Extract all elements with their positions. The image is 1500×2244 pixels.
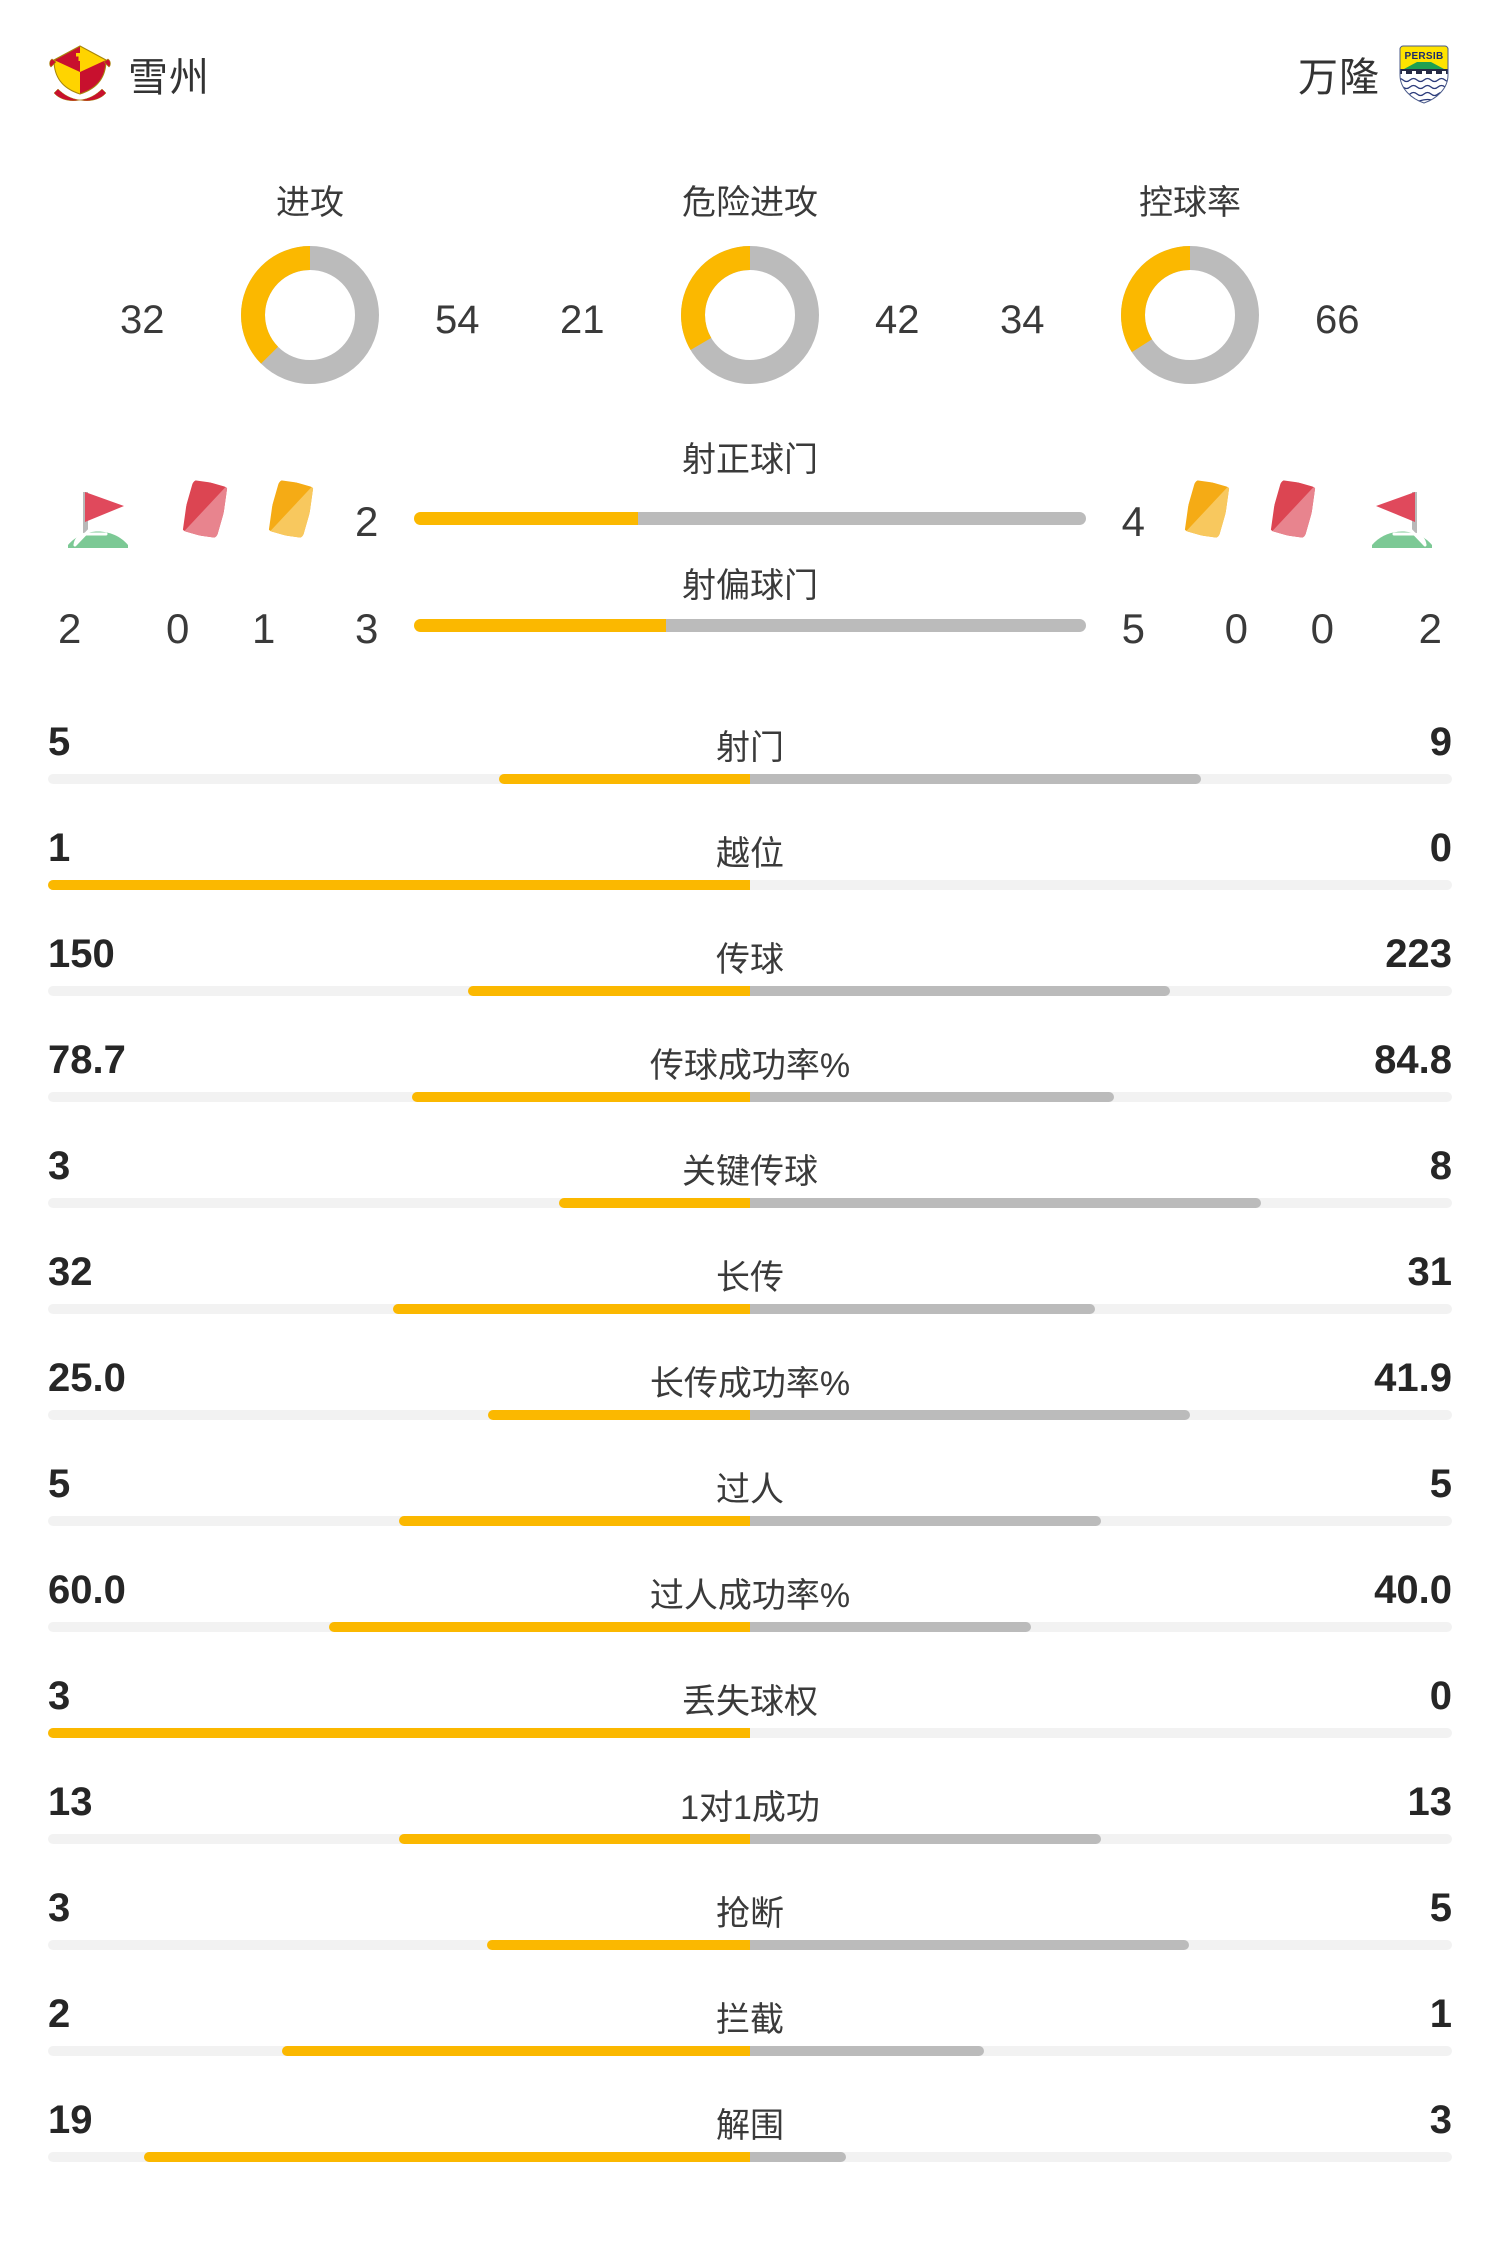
svg-text:PERSIB: PERSIB [1404, 51, 1443, 62]
